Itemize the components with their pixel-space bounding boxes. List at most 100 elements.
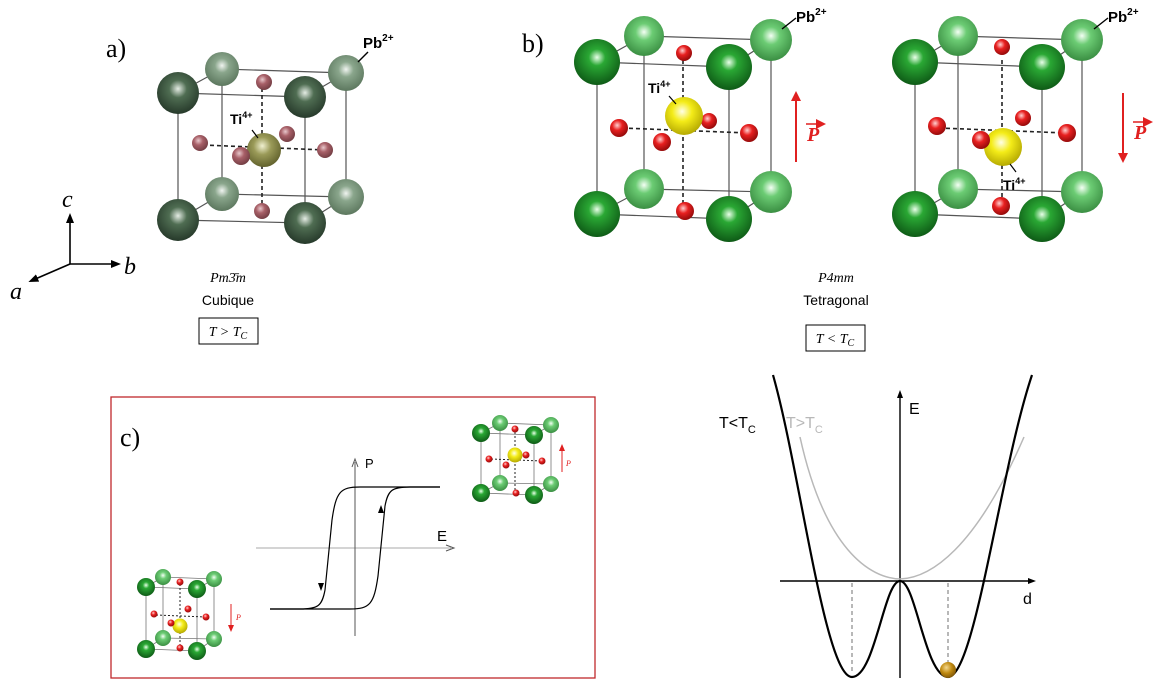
pb-ion <box>328 55 364 91</box>
hysteresis-arrow-down <box>318 583 324 591</box>
ti-ion <box>984 128 1022 166</box>
hysteresis-arrow-up <box>378 505 384 513</box>
o-ion <box>317 142 333 158</box>
mini-cell-up: P <box>472 415 571 504</box>
hysteresis-lower-branch <box>270 486 440 610</box>
condition-cubic: T > TC <box>209 325 248 342</box>
pb-leader-line <box>357 51 369 63</box>
pb-ion <box>574 39 620 85</box>
hysteresis-x-label: E <box>437 528 447 545</box>
o-ion <box>992 197 1010 215</box>
curve-high-temperature <box>799 436 1025 580</box>
pb-ion <box>284 76 326 118</box>
pb-ion <box>157 199 199 241</box>
tetragonal-cell-up: Pb2+ Ti4+ P <box>574 7 827 242</box>
panel-a-label: a) <box>106 34 126 63</box>
pb-ion <box>1019 44 1065 90</box>
mini-polarization-label: P <box>235 613 241 622</box>
panel-c-label: c) <box>120 423 140 452</box>
o-ion <box>740 124 758 142</box>
c-axis-label: c <box>62 187 73 213</box>
o-ion <box>972 131 990 149</box>
pb-ion <box>1061 19 1103 61</box>
b-axis-label: b <box>124 254 136 280</box>
pb-ion <box>574 191 620 237</box>
energy-y-label: E <box>909 401 920 418</box>
pb-ion <box>624 16 664 56</box>
pb-leader-line <box>781 17 797 30</box>
pb-ion <box>706 196 752 242</box>
pb-ion <box>1019 196 1065 242</box>
ti-leader-line <box>668 95 677 105</box>
a-axis-arrow <box>28 263 71 282</box>
o-ion <box>192 135 208 151</box>
panel-d: E d T<TC T>TC <box>719 374 1036 679</box>
hysteresis-x-arrowhead <box>445 544 456 552</box>
curve-high-label: T>TC <box>786 415 823 436</box>
o-ion <box>279 126 295 142</box>
pb-ion <box>938 16 978 56</box>
o-ion <box>994 39 1010 55</box>
polarization-label: P <box>1133 122 1147 144</box>
pb-ion <box>892 191 938 237</box>
panel-c: c) P E <box>110 396 596 679</box>
o-ion <box>676 45 692 61</box>
o-ion <box>254 203 270 219</box>
pb-ion <box>750 19 792 61</box>
pb-ion <box>328 179 364 215</box>
curve-low-label: T<TC <box>719 415 756 436</box>
ti-ion <box>665 97 703 135</box>
pb-ion <box>892 39 938 85</box>
o-ion <box>256 74 272 90</box>
pb-ion <box>750 171 792 213</box>
curve-low-temperature <box>771 374 1034 679</box>
condition-tetragonal: T < TC <box>816 332 855 349</box>
condition-box-cubic <box>198 317 259 345</box>
panel-c-frame <box>110 396 596 679</box>
o-ion <box>653 133 671 151</box>
crystal-axes: c b a <box>10 187 136 305</box>
pb-ion <box>938 169 978 209</box>
o-ion <box>676 202 694 220</box>
panel-a: a) Pb2+ Ti4+ <box>106 33 394 345</box>
phase-cubic: Cubique <box>202 292 254 308</box>
o-ion <box>610 119 628 137</box>
pb-ion <box>157 72 199 114</box>
ti-label: Ti4+ <box>230 110 252 127</box>
ti-ion <box>247 133 281 167</box>
pb-ion <box>1061 171 1103 213</box>
phase-tetragonal: Tetragonal <box>803 292 868 308</box>
hysteresis-y-arrowhead <box>351 457 359 468</box>
tetragonal-cell-down: Pb2+ Ti4+ P <box>892 7 1153 242</box>
pb-ion <box>706 44 752 90</box>
pb-label: Pb2+ <box>796 7 827 26</box>
condition-box-tetragonal <box>805 324 866 352</box>
o-ion <box>1058 124 1076 142</box>
pb-ion <box>624 169 664 209</box>
o-ion <box>232 147 250 165</box>
ti-leader-line <box>1009 163 1017 173</box>
hysteresis-upper-branch <box>270 486 440 610</box>
space-group-cubic: Pm3̄m <box>209 271 246 286</box>
pb-label: Pb2+ <box>363 33 394 52</box>
ti-leader-line <box>251 129 259 139</box>
space-group-tetragonal: P4mm <box>817 271 854 286</box>
o-ion <box>928 117 946 135</box>
mini-polarization-label: P <box>565 459 571 468</box>
pb-label: Pb2+ <box>1108 7 1139 26</box>
o-ion <box>1015 110 1031 126</box>
state-ball <box>940 662 956 678</box>
a-axis-label: a <box>10 279 22 305</box>
panel-b: b) <box>522 7 1153 352</box>
ti-label: Ti4+ <box>1003 176 1025 193</box>
pb-ion <box>205 177 239 211</box>
pb-leader-line <box>1093 17 1109 30</box>
hysteresis-y-label: P <box>365 456 374 471</box>
energy-x-label: d <box>1023 591 1032 608</box>
ti-label: Ti4+ <box>648 79 670 96</box>
mini-cell-down: P <box>137 569 241 660</box>
polarization-label: P <box>806 124 820 146</box>
pb-ion <box>205 52 239 86</box>
panel-b-label: b) <box>522 29 544 58</box>
o-ion <box>701 113 717 129</box>
